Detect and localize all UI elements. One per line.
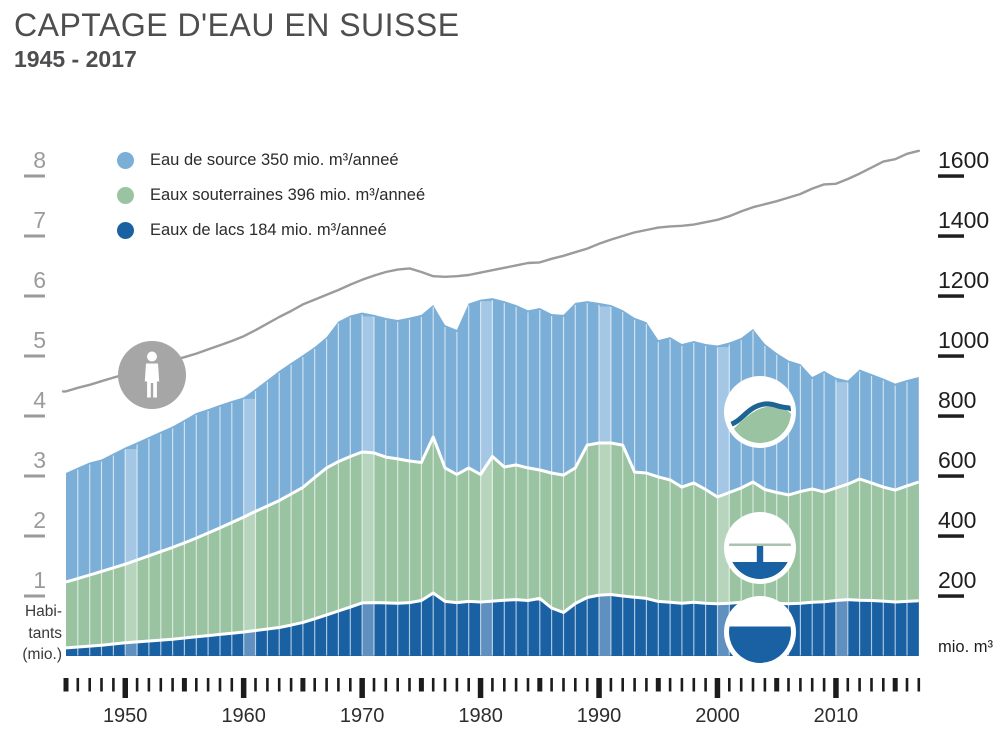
legend-item-lakes: Eaux de lacs 184 mio. m³/anneé: [117, 213, 425, 248]
right-axis-label-400: 400: [938, 507, 976, 533]
legend-label-lakes: Eaux de lacs 184 mio. m³/anneé: [150, 221, 387, 239]
right-axis-title: mio. m³: [938, 638, 993, 656]
right-axis-label-1400: 1400: [938, 207, 989, 233]
legend: Eau de source 350 mio. m³/anneé Eaux sou…: [117, 143, 425, 248]
left-axis-label-1: 1: [33, 567, 46, 593]
right-axis-label-1200: 1200: [938, 267, 989, 293]
decade-highlight-columns: [125, 301, 848, 656]
right-axis-label-600: 600: [938, 447, 976, 473]
left-axis-label-5: 5: [33, 327, 46, 353]
page-subtitle: 1945 - 2017: [14, 46, 137, 72]
legend-dot-groundwater-icon: [117, 187, 134, 204]
legend-item-groundwater: Eaux souterraines 396 mio. m³/anneé: [117, 178, 425, 213]
left-axis-label-8: 8: [33, 147, 46, 173]
year-label-2010: 2010: [814, 705, 859, 727]
left-axis-title: Habi- tants (mio.): [22, 603, 62, 663]
legend-label-source: Eau de source 350 mio. m³/anneé: [150, 151, 399, 169]
year-label-2000: 2000: [695, 705, 740, 727]
x-axis-ticks: [63, 678, 921, 698]
legend-dot-lakes-icon: [117, 222, 134, 239]
year-separator-lines: [77, 300, 908, 656]
right-axis-label-800: 800: [938, 387, 976, 413]
left-axis-label-4: 4: [33, 387, 46, 413]
left-axis-label-6: 6: [33, 267, 46, 293]
right-axis-label-1000: 1000: [938, 327, 989, 353]
header: CAPTAGE D'EAU EN SUISSE 1945 - 2017: [14, 6, 460, 72]
legend-item-source: Eau de source 350 mio. m³/anneé: [117, 143, 425, 178]
groundwater-well-icon: [724, 512, 796, 584]
year-label-1990: 1990: [577, 705, 622, 727]
year-label-1980: 1980: [458, 705, 503, 727]
year-label-1950: 1950: [103, 705, 148, 727]
right-axis-label-200: 200: [938, 567, 976, 593]
page-title: CAPTAGE D'EAU EN SUISSE: [14, 7, 460, 43]
x-axis-year-labels: 1950 1960 1970 1980 1990 2000 2010: [103, 705, 858, 727]
left-axis-ticks: 1 2 3 4 5 6 7 8: [24, 147, 46, 598]
population-line: [61, 149, 920, 393]
left-axis-label-2: 2: [33, 507, 46, 533]
legend-dot-source-icon: [117, 152, 134, 169]
year-label-1970: 1970: [340, 705, 385, 727]
lake-icon: [724, 596, 796, 668]
left-axis-label-3: 3: [33, 447, 46, 473]
right-axis-ticks: 200 400 600 800 1000 1200 1400 1600: [938, 147, 989, 598]
spring-source-icon: [724, 376, 796, 448]
person-icon: [118, 341, 186, 409]
right-axis-label-1600: 1600: [938, 147, 989, 173]
year-label-1960: 1960: [221, 705, 266, 727]
legend-label-groundwater: Eaux souterraines 396 mio. m³/anneé: [150, 186, 426, 204]
left-axis-label-7: 7: [33, 207, 46, 233]
